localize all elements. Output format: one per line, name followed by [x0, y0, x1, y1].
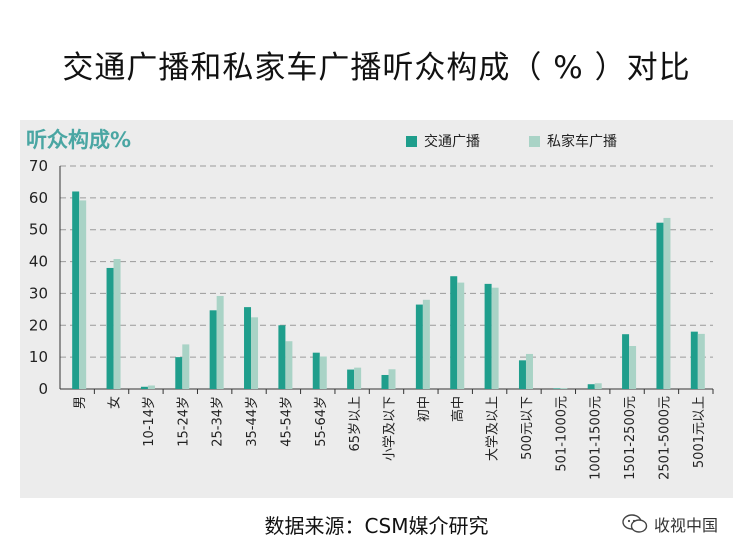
- x-tick-label: 男: [73, 396, 88, 409]
- y-tick-label: 0: [38, 380, 48, 398]
- y-tick-label: 40: [29, 253, 48, 271]
- legend-label-series2: 私家车广播: [547, 134, 617, 150]
- bar-series1: [553, 388, 561, 389]
- bar-series2: [560, 388, 568, 389]
- chart-title: 交通广播和私家车广播听众构成（ % ）对比: [62, 50, 691, 86]
- legend-label-series1: 交通广播: [424, 134, 480, 150]
- x-tick-label: 500元以下: [520, 396, 535, 460]
- bar-series1: [415, 304, 423, 389]
- wechat-icon: [622, 514, 648, 533]
- bar-series1: [72, 191, 80, 389]
- bar-series2: [388, 369, 396, 389]
- y-tick-label: 30: [29, 284, 48, 302]
- x-tick-label: 1501-2500元: [623, 396, 638, 480]
- y-tick-label: 20: [29, 316, 48, 334]
- bar-series1: [518, 360, 526, 389]
- bar-series2: [525, 353, 533, 389]
- bar-series2: [147, 385, 155, 389]
- bar-series2: [113, 259, 121, 389]
- legend-item-series1: 交通广播: [406, 131, 480, 151]
- watermark: 收视中国: [622, 512, 718, 536]
- bar-series2: [285, 341, 293, 389]
- bar-series2: [182, 344, 190, 389]
- x-tick-label: 大学及以上: [485, 396, 501, 461]
- bar-series2: [629, 345, 637, 389]
- bar-series1: [622, 334, 630, 389]
- bar-series2: [457, 282, 465, 389]
- x-tick-label: 2501-5000元: [657, 396, 672, 480]
- bar-series2: [354, 367, 362, 389]
- bar-series2: [594, 383, 602, 389]
- x-tick-label: 初中: [417, 396, 432, 422]
- bar-series1: [656, 222, 664, 389]
- bar-series1: [450, 276, 458, 389]
- x-tick-label: 1001-1500元: [589, 396, 604, 480]
- y-axis-title: 听众构成%: [26, 128, 132, 152]
- bar-series2: [79, 200, 87, 389]
- x-tick-label: 女: [107, 396, 123, 409]
- bar-series1: [690, 331, 698, 389]
- x-tick-label: 小学及以下: [382, 396, 398, 461]
- bar-series1: [278, 325, 286, 389]
- legend-item-series2: 私家车广播: [529, 131, 617, 151]
- bar-series1: [312, 352, 320, 389]
- bar-series1: [587, 384, 595, 389]
- y-tick-label: 50: [29, 221, 48, 239]
- x-tick-label: 45-54岁: [279, 396, 294, 447]
- legend-swatch-series2: [529, 135, 540, 147]
- y-tick-label: 10: [29, 348, 48, 366]
- x-tick-label: 15-24岁: [176, 396, 191, 447]
- bar-series2: [422, 299, 430, 389]
- x-tick-label: 501-1000元: [554, 396, 569, 472]
- y-tick-label: 60: [29, 189, 48, 207]
- x-tick-label: 高中: [450, 396, 466, 422]
- bar-series2: [663, 217, 671, 389]
- x-tick-label: 25-34岁: [211, 396, 226, 447]
- source-note: 数据来源：CSM媒介研究: [264, 514, 489, 538]
- bar-series1: [175, 357, 183, 389]
- bar-series1: [484, 283, 492, 389]
- legend-swatch-series1: [406, 135, 417, 147]
- bar-series1: [140, 386, 148, 389]
- x-tick-label: 65岁以上: [348, 396, 363, 452]
- x-tick-label: 35-44岁: [245, 396, 260, 447]
- x-tick-label: 10-14岁: [142, 396, 157, 447]
- x-tick-label: 5001元以上: [692, 396, 707, 468]
- chart-panel: 听众构成% 交通广播 私家车广播: [20, 120, 733, 498]
- bar-series2: [216, 295, 224, 389]
- bar-series1: [347, 369, 355, 389]
- bar-series1: [106, 267, 114, 389]
- x-tick-label: 55-64岁: [314, 396, 329, 447]
- watermark-text: 收视中国: [654, 516, 719, 535]
- bar-series2: [697, 333, 705, 389]
- y-tick-label: 70: [29, 157, 48, 175]
- bar-series1: [209, 310, 217, 389]
- bar-series2: [491, 287, 499, 389]
- bar-series2: [251, 317, 259, 389]
- bar-series1: [381, 374, 389, 389]
- bar-series2: [319, 356, 327, 389]
- bar-series1: [244, 307, 252, 389]
